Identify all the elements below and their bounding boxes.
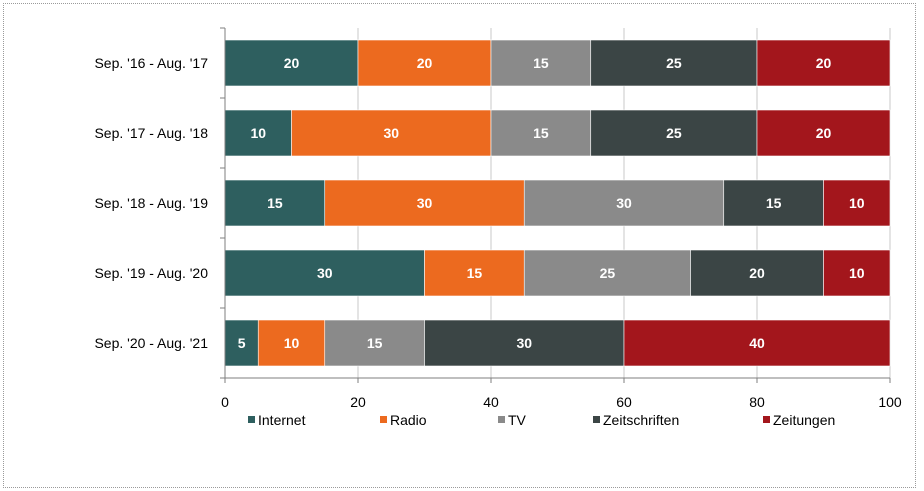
bar-segment-zeitungen [623,319,891,367]
chart-frame [3,3,916,488]
bar-segment-radio [424,249,525,297]
bar-value-label: 10 [849,265,865,281]
bar-value-label: 30 [317,265,333,281]
bar-value-label: 15 [467,265,483,281]
bar-value-label: 30 [417,195,433,211]
bar-segment-radio [357,39,492,87]
bar-segment-tv [490,39,592,87]
bar-value-label: 25 [600,265,616,281]
bar-value-label: 25 [666,125,682,141]
bar-segment-internet [224,39,359,87]
bar-segment-zeitschriften [690,249,824,297]
x-tick-label: 0 [221,394,229,410]
x-tick-label: 100 [878,394,902,410]
bar-segment-zeitungen [756,109,891,157]
legend-label: Zeitungen [773,412,835,428]
bar-segment-tv [490,109,592,157]
bar-segment-internet [224,109,292,157]
x-tick-label: 20 [350,394,366,410]
category-labels: Sep. '16 - Aug. '17 Sep. '17 - Aug. '18 Se… [94,55,208,351]
category-label: Sep. '20 - Aug. '21 [94,335,208,351]
category-label: Sep. '16 - Aug. '17 [94,55,208,71]
bar-segment-radio [257,319,326,367]
axes [220,27,891,383]
x-tick-label: 40 [483,394,499,410]
bar-segment-zeitschriften [590,109,758,157]
bar-value-label: 10 [849,195,865,211]
bar-value-label: 40 [749,335,765,351]
bar-value-label: 15 [367,335,383,351]
bar-value-label: 15 [533,125,549,141]
legend-swatch-tv [498,416,505,423]
bar-value-label: 25 [666,55,682,71]
bar-segment-radio [324,179,525,227]
bar-value-label: 20 [417,55,433,71]
bar-segment-zeitungen [823,249,891,297]
bar-segment-zeitungen [823,179,891,227]
legend-swatch-radio [380,416,387,423]
bar-value-label: 15 [533,55,549,71]
bars: 20 20 15 25 20 10 30 15 25 20 15 30 30 15 10 30 15 25 20 10… [224,39,891,367]
bar-value-label: 20 [284,55,300,71]
legend-swatch-zeitschriften [593,416,600,423]
bar-value-label: 20 [816,125,832,141]
bar-segment-zeitungen [756,39,891,87]
bar-value-label: 10 [284,335,300,351]
category-label: Sep. '19 - Aug. '20 [94,265,208,281]
bar-segment-radio [291,109,492,157]
bar-segment-tv [324,319,425,367]
legend-label: Zeitschriften [603,412,679,428]
bar-value-label: 10 [250,125,266,141]
bar-value-label: 30 [616,195,632,211]
x-tick-label: 60 [616,394,632,410]
bar-segment-zeitschriften [590,39,758,87]
bar-value-label: 20 [749,265,765,281]
bar-value-label: 20 [816,55,832,71]
bar-segment-internet [224,319,259,367]
legend-swatch-internet [248,416,255,423]
legend-label: TV [508,412,527,428]
bar-segment-zeitschriften [723,179,824,227]
bar-segment-tv [523,249,691,297]
bar-value-label: 15 [766,195,782,211]
category-label: Sep. '18 - Aug. '19 [94,195,208,211]
bar-value-label: 15 [267,195,283,211]
legend-label: Radio [390,412,427,428]
legend: Internet Radio TV Zeitschriften Zeitungen [248,412,835,428]
bar-segment-internet [224,179,326,227]
x-tick-labels: 0 20 40 60 80 100 [221,394,902,410]
bar-value-label: 30 [516,335,532,351]
category-label: Sep. '17 - Aug. '18 [94,125,208,141]
x-tick-label: 80 [749,394,765,410]
legend-label: Internet [258,412,306,428]
bar-segment-tv [523,179,725,227]
bar-segment-zeitschriften [424,319,625,367]
bar-value-label: 30 [383,125,399,141]
legend-swatch-zeitungen [763,416,770,423]
bar-value-label: 5 [238,335,246,351]
bar-segment-internet [224,249,425,297]
